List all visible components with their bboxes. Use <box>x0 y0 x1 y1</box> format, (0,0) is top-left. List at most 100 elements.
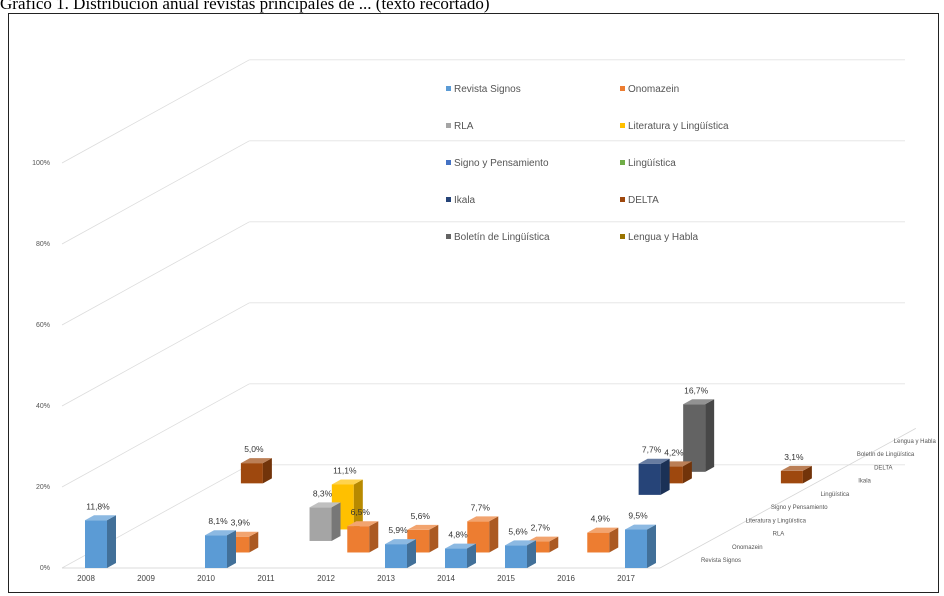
bar-side <box>331 502 341 541</box>
legend-item: Literatura y Lingüística <box>620 121 729 132</box>
x-tick-label: 2010 <box>197 574 215 583</box>
bar-top <box>527 536 559 542</box>
gridline-depth <box>61 59 250 164</box>
bar-side <box>489 516 499 553</box>
legend-item: Signo y Pensamiento <box>446 158 549 169</box>
bar-top <box>445 543 476 549</box>
bar-top <box>85 515 116 521</box>
bar-side <box>467 543 476 568</box>
bar-front <box>205 535 227 568</box>
y-tick-label: 80% <box>36 241 50 248</box>
legend-label: Signo y Pensamiento <box>454 158 549 169</box>
data-label: 7,7% <box>642 445 662 455</box>
bar-2-2012 <box>347 521 379 553</box>
legend-label: Lingüística <box>628 158 676 169</box>
legend-swatch <box>446 197 451 202</box>
bar-2-2016 <box>587 527 619 553</box>
legend-label: Onomazein <box>628 84 679 95</box>
legend-label: RLA <box>454 121 474 132</box>
depth-axis-label: Lengua y Habla <box>894 439 937 445</box>
depth-axis-label: Ikala <box>858 479 871 485</box>
x-tick-label: 2008 <box>77 574 95 583</box>
depth-axis-label: RLA <box>773 532 785 538</box>
legend-swatch <box>446 123 451 128</box>
chart-frame <box>8 13 939 593</box>
depth-axis-label: DELTA <box>874 465 892 471</box>
data-label: 9,5% <box>628 511 648 521</box>
bar-top <box>587 527 619 533</box>
bar-side <box>647 524 656 568</box>
bar-side <box>429 524 439 553</box>
bar-1-2013 <box>385 539 416 568</box>
x-tick-label: 2009 <box>137 574 155 583</box>
bar-side <box>227 530 236 568</box>
bar-front <box>309 507 332 541</box>
legend-item: Boletín de Lingüística <box>446 232 550 243</box>
bar-front <box>625 529 647 568</box>
gridline-depth <box>61 383 250 488</box>
x-tick-label: 2011 <box>257 574 275 583</box>
bar-top <box>309 502 341 508</box>
bar-1-2014 <box>445 543 476 568</box>
depth-axis-label: Onomazein <box>732 545 763 551</box>
bar-front <box>385 544 407 568</box>
bars: 16,7% 5,0% 4,2% 3,1% 7,7% 11,1% 8,3% 3,9% 6,5% 5,… <box>85 385 812 568</box>
data-label: 2,7% <box>531 523 551 533</box>
bar-side <box>660 458 670 495</box>
bar-side <box>353 479 363 530</box>
bar-top <box>625 524 656 530</box>
y-tick-label: 40% <box>36 403 50 410</box>
bar-1-2017 <box>625 524 656 568</box>
bar-top <box>205 530 236 536</box>
bar-side <box>705 399 715 472</box>
bar-side <box>107 515 116 568</box>
figure-caption: Gráfico 1. Distribución anual revistas p… <box>0 0 490 13</box>
legend: Revista Signos Onomazein RLA Literatura y L… <box>446 84 729 243</box>
bar-9-2015 <box>683 399 715 472</box>
legend-label: Boletín de Lingüística <box>454 232 550 243</box>
data-label: 16,7% <box>684 385 709 395</box>
data-label: 3,1% <box>784 452 804 462</box>
bar-side <box>682 461 692 484</box>
x-tick-label: 2015 <box>497 574 515 583</box>
bar-top <box>385 539 416 545</box>
bar-front <box>638 463 661 495</box>
data-label: 11,8% <box>86 501 110 511</box>
data-label: 5,9% <box>388 525 408 535</box>
bar-front <box>445 548 467 568</box>
bar-front <box>347 526 370 553</box>
legend-swatch <box>620 234 625 239</box>
data-label: 4,8% <box>448 530 468 540</box>
bar-top <box>638 458 670 464</box>
y-tick-label: 0% <box>40 565 50 572</box>
bar-side <box>262 458 272 484</box>
bar-2-2015 <box>527 536 559 553</box>
bar-1-2010 <box>205 530 236 568</box>
bar-front <box>240 463 263 484</box>
data-label: 5,6% <box>411 511 431 521</box>
depth-axis-label: Boletín de Lingüística <box>857 452 915 458</box>
data-label: 11,1% <box>333 466 357 476</box>
legend-label: Lengua y Habla <box>628 232 698 243</box>
data-label: 6,5% <box>351 507 371 517</box>
x-tick-label: 2016 <box>557 574 575 583</box>
bar-3-2011 <box>309 502 341 541</box>
gridline-depth <box>61 221 250 326</box>
legend-item: DELTA <box>620 195 659 206</box>
legend-item: Revista Signos <box>446 84 521 95</box>
bar-side <box>549 536 559 553</box>
legend-item: RLA <box>446 121 474 132</box>
data-label: 4,2% <box>664 447 684 457</box>
bar-front <box>587 532 610 553</box>
bar-side <box>249 531 259 553</box>
bar-front <box>85 520 107 568</box>
x-tick-label: 2013 <box>377 574 395 583</box>
legend-item: Lingüística <box>620 158 676 169</box>
legend-item: Ikala <box>446 195 476 206</box>
bar-top <box>347 521 379 527</box>
depth-axis-label: Revista Signos <box>701 558 741 564</box>
bar-7-2015 <box>638 458 670 495</box>
legend-swatch <box>446 160 451 165</box>
depth-axis-label: Literatura y Lingüística <box>746 518 807 524</box>
